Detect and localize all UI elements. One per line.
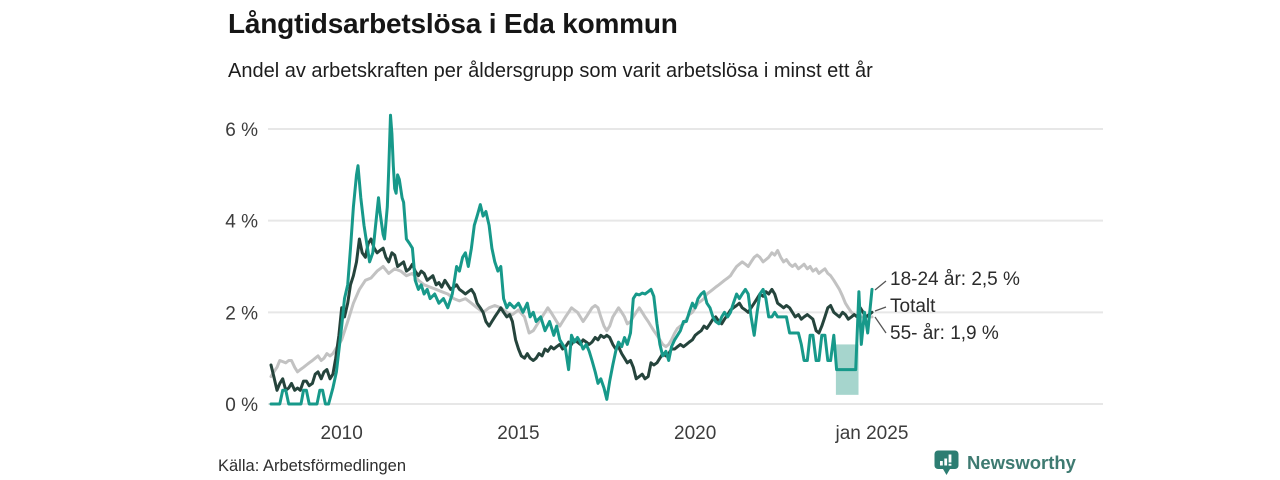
series-line-18-24-r bbox=[269, 113, 874, 406]
series-line-55-r bbox=[269, 249, 874, 378]
newsworthy-wordmark: Newsworthy bbox=[967, 452, 1076, 473]
x-tick-label: 2010 bbox=[321, 423, 363, 444]
label-connector-line bbox=[874, 306, 887, 312]
label-connector-line bbox=[874, 316, 887, 334]
y-tick-label: 6 % bbox=[225, 120, 258, 141]
newsworthy-logo: Newsworthy bbox=[934, 450, 1076, 476]
y-tick-label: 4 % bbox=[225, 212, 258, 233]
x-tick-label: 2015 bbox=[497, 423, 539, 444]
page-title: Långtidsarbetslösa i Eda kommun bbox=[228, 8, 678, 39]
end-label-18-24-r: 18-24 år: 2,5 % bbox=[890, 269, 1020, 290]
y-tick-label: 0 % bbox=[225, 395, 258, 416]
end-label-totalt: Totalt bbox=[890, 296, 936, 317]
x-tick-label: jan 2025 bbox=[834, 423, 908, 444]
y-tick-label: 2 % bbox=[225, 303, 258, 324]
end-label-55-r: 55- år: 1,9 % bbox=[890, 323, 999, 344]
page-subtitle: Andel av arbetskraften per åldersgrupp s… bbox=[228, 60, 873, 82]
label-connector-line bbox=[874, 280, 887, 291]
newsworthy-bubble-chart-icon bbox=[934, 450, 959, 475]
x-tick-label: 2020 bbox=[674, 423, 716, 444]
source-text: Källa: Arbetsförmedlingen bbox=[218, 457, 407, 475]
